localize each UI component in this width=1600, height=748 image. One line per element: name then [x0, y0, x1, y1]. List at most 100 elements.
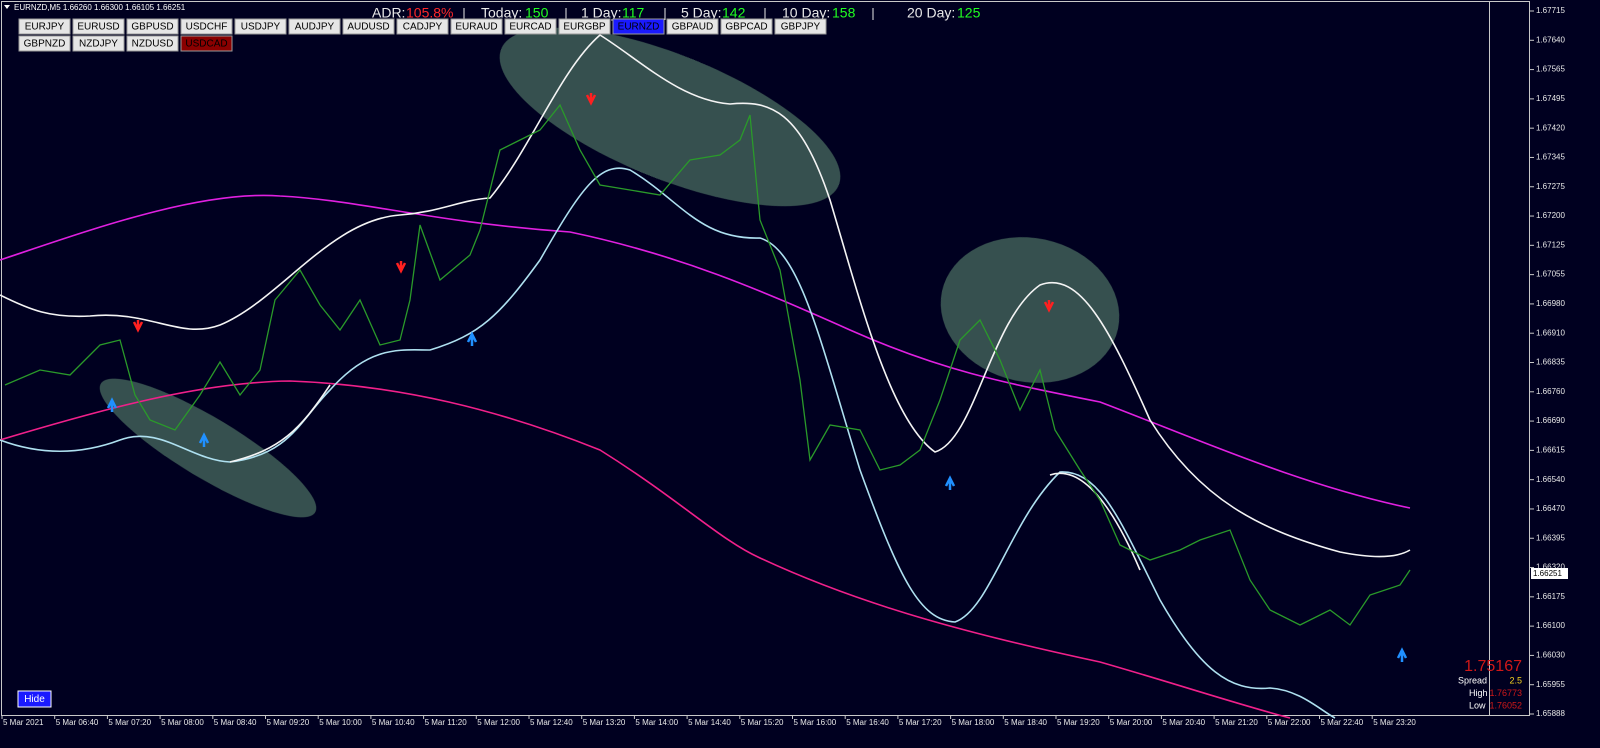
price-label: 1.67565	[1536, 65, 1565, 74]
symbol-button[interactable]	[126, 18, 179, 35]
adr-label: 20 Day:	[907, 5, 955, 21]
symbol-button[interactable]	[288, 18, 341, 35]
sell-arrow	[1043, 300, 1055, 313]
price-label: 1.67275	[1536, 182, 1565, 191]
symbol-button[interactable]	[558, 18, 611, 35]
sell-arrow	[132, 320, 144, 333]
symbol-button[interactable]	[666, 18, 719, 35]
symbol-button-label[interactable]: NZDUSD	[132, 39, 174, 50]
signals	[106, 93, 1408, 662]
band-upper	[0, 34, 1411, 558]
adr-value: 150	[525, 5, 549, 21]
price-label: 1.66395	[1536, 533, 1565, 542]
ma-lower	[0, 380, 1291, 719]
price-label: 1.66835	[1536, 358, 1565, 367]
price-label: 1.67420	[1536, 123, 1565, 132]
time-label: 5 Mar 07:20	[108, 718, 151, 727]
symbol-button[interactable]	[126, 35, 179, 52]
time-label: 5 Mar 14:00	[635, 718, 678, 727]
symbol-button[interactable]	[720, 18, 773, 35]
symbol-button-label[interactable]: EURNZD	[618, 22, 660, 33]
current-price-box	[1531, 568, 1568, 579]
symbol-button[interactable]	[234, 18, 287, 35]
price-label: 1.66030	[1536, 651, 1565, 660]
time-label: 5 Mar 19:20	[1057, 718, 1100, 727]
adr-label: 1 Day:	[581, 5, 621, 21]
symbol-button[interactable]	[612, 18, 665, 35]
chart-frame	[1, 1, 1530, 716]
symbol-button-label[interactable]: GBPUSD	[131, 22, 173, 33]
price-label: 1.66320	[1536, 563, 1565, 572]
hide-button-label[interactable]: Hide	[24, 694, 45, 705]
band-lower	[0, 167, 1336, 719]
buy-arrow	[1396, 647, 1408, 662]
symbol-button-label[interactable]: USDJPY	[241, 22, 281, 33]
buy-arrow	[198, 432, 210, 447]
symbol-button-label[interactable]: EURAUD	[455, 22, 497, 33]
price-label: 1.67345	[1536, 153, 1565, 162]
symbol-button-label[interactable]: GBPCAD	[725, 22, 767, 33]
symbol-button[interactable]	[342, 18, 395, 35]
symbol-button-label[interactable]: AUDUSD	[347, 22, 389, 33]
price-label: 1.67200	[1536, 211, 1565, 220]
info-value: 1.76052	[1489, 700, 1522, 710]
symbol-button-label[interactable]: EURJPY	[25, 22, 65, 33]
info-price: 1.75167	[1464, 658, 1522, 675]
symbol-button[interactable]	[396, 18, 449, 35]
symbol-button-label[interactable]: USDCAD	[185, 39, 227, 50]
time-label: 5 Mar 12:00	[477, 718, 520, 727]
time-label: 5 Mar 17:20	[899, 718, 942, 727]
time-label: 5 Mar 21:20	[1215, 718, 1258, 727]
adr-value: 105.8%	[406, 5, 453, 21]
time-label: 5 Mar 14:40	[688, 718, 731, 727]
price-label: 1.66175	[1536, 592, 1565, 601]
symbol-button-label[interactable]: AUDJPY	[295, 22, 335, 33]
symbol-button-label[interactable]: GBPJPY	[781, 22, 821, 33]
zone	[499, 27, 841, 207]
time-label: 5 Mar 10:00	[319, 718, 362, 727]
price-label: 1.67055	[1536, 270, 1565, 279]
symbol-button-label[interactable]: USDCHF	[186, 22, 228, 33]
symbol-button[interactable]	[18, 35, 71, 52]
menu-triangle	[4, 5, 10, 9]
symbol-button-label[interactable]: EURUSD	[77, 22, 119, 33]
buy-arrow	[944, 475, 956, 490]
time-label: 5 Mar 23:20	[1373, 718, 1416, 727]
symbol-info: EURNZD,M5 1.66260 1.66300 1.66105 1.6625…	[14, 3, 186, 12]
symbol-button[interactable]	[504, 18, 557, 35]
adr-value: 125	[957, 5, 981, 21]
symbol-button-label[interactable]: GBPNZD	[24, 39, 66, 50]
price-label: 1.66690	[1536, 416, 1565, 425]
price-label: 1.66615	[1536, 445, 1565, 454]
zones	[99, 27, 1120, 518]
symbol-button[interactable]	[774, 18, 827, 35]
symbol-button[interactable]	[18, 18, 71, 35]
adr-value: 142	[722, 5, 746, 21]
info-value: 1.76773	[1489, 688, 1522, 698]
info-value: 2.5	[1509, 675, 1522, 685]
adr-label: 10 Day:	[782, 5, 830, 21]
time-label: 5 Mar 12:40	[530, 718, 573, 727]
zone	[940, 237, 1120, 383]
info-label: Spread	[1458, 675, 1487, 685]
symbol-button-label[interactable]: NZDJPY	[79, 39, 118, 50]
buy-arrow	[106, 397, 118, 412]
symbol-button[interactable]	[180, 18, 233, 35]
symbol-button-label[interactable]: EURCAD	[509, 22, 551, 33]
symbol-button[interactable]	[180, 35, 233, 52]
price-label: 1.66100	[1536, 621, 1565, 630]
price-label: 1.67495	[1536, 94, 1565, 103]
symbol-button[interactable]	[72, 18, 125, 35]
hide-button[interactable]	[17, 690, 52, 708]
time-label: 5 Mar 16:00	[794, 718, 837, 727]
time-label: 5 Mar 2021	[3, 718, 44, 727]
price-line	[4, 103, 1411, 626]
symbol-button-label[interactable]: CADJPY	[403, 22, 443, 33]
symbol-button-label[interactable]: EURGBP	[563, 22, 606, 33]
symbol-button[interactable]	[450, 18, 503, 35]
current-price: 1.66251	[1533, 569, 1562, 578]
symbol-button[interactable]	[72, 35, 125, 52]
price-label: 1.65955	[1536, 680, 1565, 689]
symbol-button-label[interactable]: GBPAUD	[672, 22, 714, 33]
